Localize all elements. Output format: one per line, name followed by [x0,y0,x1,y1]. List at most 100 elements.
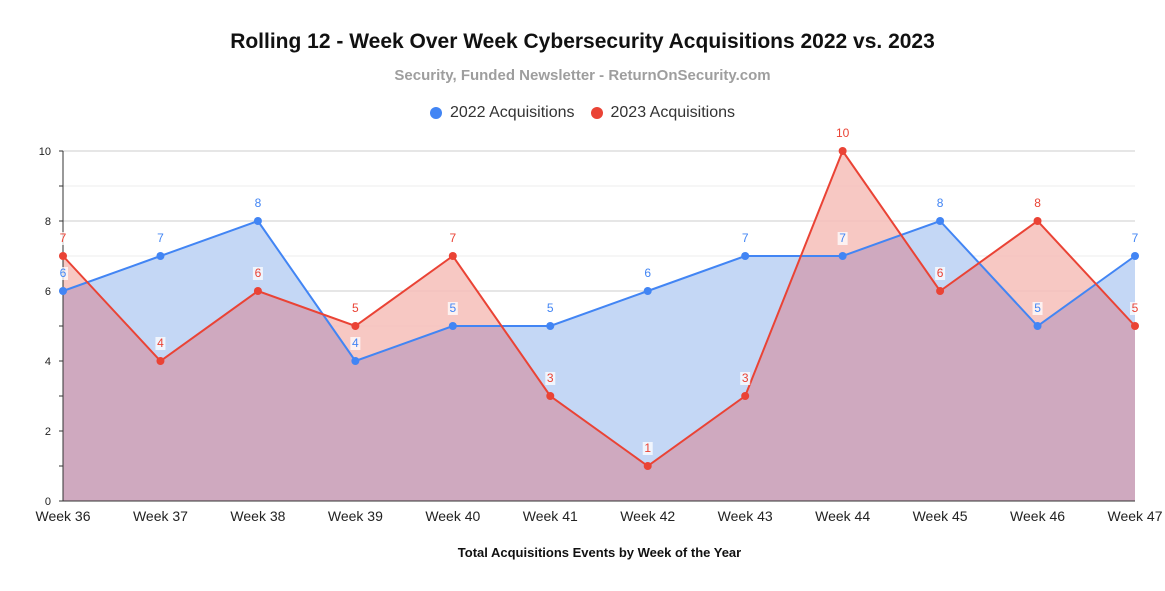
data-label-bg [1032,197,1043,210]
y-tick-label: 4 [45,356,51,368]
data-point[interactable] [59,252,67,260]
data-label: 3 [547,371,554,385]
data-label: 5 [547,301,554,315]
x-tick-label: Week 47 [1108,508,1163,524]
data-label-bg [642,267,653,280]
data-label: 4 [352,336,359,350]
data-label-bg [935,267,946,280]
x-tick-label: Week 37 [133,508,188,524]
data-label-bg [837,232,848,245]
y-tick-label: 6 [45,286,51,298]
data-label-bg [935,197,946,210]
data-label-bg [837,127,848,140]
data-point[interactable] [1033,322,1042,330]
data-point[interactable] [253,217,262,225]
chart-title: Rolling 12 - Week Over Week Cybersecurit… [230,30,935,53]
data-point[interactable] [643,462,652,470]
data-point[interactable] [1131,322,1139,330]
data-label: 1 [644,441,651,455]
data-label: 7 [1132,231,1139,245]
data-label: 5 [1034,301,1041,315]
data-label: 6 [937,266,944,280]
x-tick-label: Week 45 [913,508,968,524]
data-label-bg [545,372,556,385]
data-label-bg [447,232,458,245]
x-tick-label: Week 43 [718,508,773,524]
data-label-bg [740,232,751,245]
data-point[interactable] [838,147,847,155]
data-label: 6 [644,266,651,280]
data-label-bg [1032,302,1043,315]
data-label-bg [155,232,166,245]
data-point[interactable] [546,322,555,330]
data-point[interactable] [838,252,847,260]
x-tick-label: Week 36 [36,508,91,524]
data-label: 3 [742,371,749,385]
x-axis-title: Total Acquisitions Events by Week of the… [457,545,742,560]
data-label: 8 [1034,196,1041,210]
data-label: 7 [60,231,67,245]
legend-item-2023[interactable]: 2023 Acquisitions [590,104,736,122]
data-label: 7 [449,231,456,245]
data-point[interactable] [351,357,360,365]
x-tick-label: Week 38 [230,508,285,524]
data-label-bg [58,267,68,280]
y-tick-label: 0 [45,496,51,508]
x-tick-label: Week 46 [1010,508,1065,524]
y-tick-label: 10 [39,146,51,158]
data-label-bg [58,232,68,245]
data-label: 7 [742,231,749,245]
chart-legend[interactable]: 2022 Acquisitions 2023 Acquisitions [0,104,1165,122]
data-label-bg [350,302,361,315]
x-tick-label: Week 40 [425,508,480,524]
area-overlap [63,235,1135,501]
x-tick-label: Week 41 [523,508,578,524]
data-label: 5 [1132,301,1139,315]
x-tick-label: Week 39 [328,508,383,524]
y-tick-label: 8 [45,216,51,228]
data-point[interactable] [448,252,457,260]
data-point[interactable] [936,217,945,225]
x-tick-label: Week 44 [815,508,870,524]
data-label-bg [447,302,458,315]
data-point[interactable] [741,392,750,400]
legend-label-2022: 2022 Acquisitions [449,104,575,121]
data-label: 10 [836,126,850,140]
legend-label-2023: 2023 Acquisitions [610,104,736,121]
data-label-bg [1130,232,1140,245]
data-point[interactable] [253,287,262,295]
data-label: 7 [839,231,846,245]
x-tick-label: Week 42 [620,508,675,524]
data-label: 8 [255,196,262,210]
data-label-bg [350,337,361,350]
data-label-bg [1130,302,1140,315]
data-label-bg [252,267,263,280]
data-point[interactable] [546,392,555,400]
data-label: 4 [157,336,164,350]
data-label: 5 [449,301,456,315]
data-label-bg [642,442,653,455]
data-label: 6 [255,266,262,280]
data-point[interactable] [741,252,750,260]
data-point[interactable] [156,252,165,260]
data-point[interactable] [351,322,360,330]
legend-marker-2023 [590,107,603,119]
legend-item-2022[interactable]: 2022 Acquisitions [429,104,575,122]
data-point[interactable] [643,287,652,295]
data-label: 6 [60,266,67,280]
data-label-bg [545,302,556,315]
data-point[interactable] [936,287,945,295]
data-point[interactable] [1131,252,1139,260]
data-point[interactable] [448,322,457,330]
data-label-bg [155,337,166,350]
data-point[interactable] [1033,217,1042,225]
legend-marker-2022 [429,107,442,119]
data-label: 7 [157,231,164,245]
chart-subtitle: Security, Funded Newsletter - ReturnOnSe… [394,67,771,84]
series-line-0 [62,219,1136,363]
data-point[interactable] [59,287,67,295]
data-point[interactable] [156,357,165,365]
series-line-1 [62,148,1136,468]
data-label-bg [740,372,751,385]
